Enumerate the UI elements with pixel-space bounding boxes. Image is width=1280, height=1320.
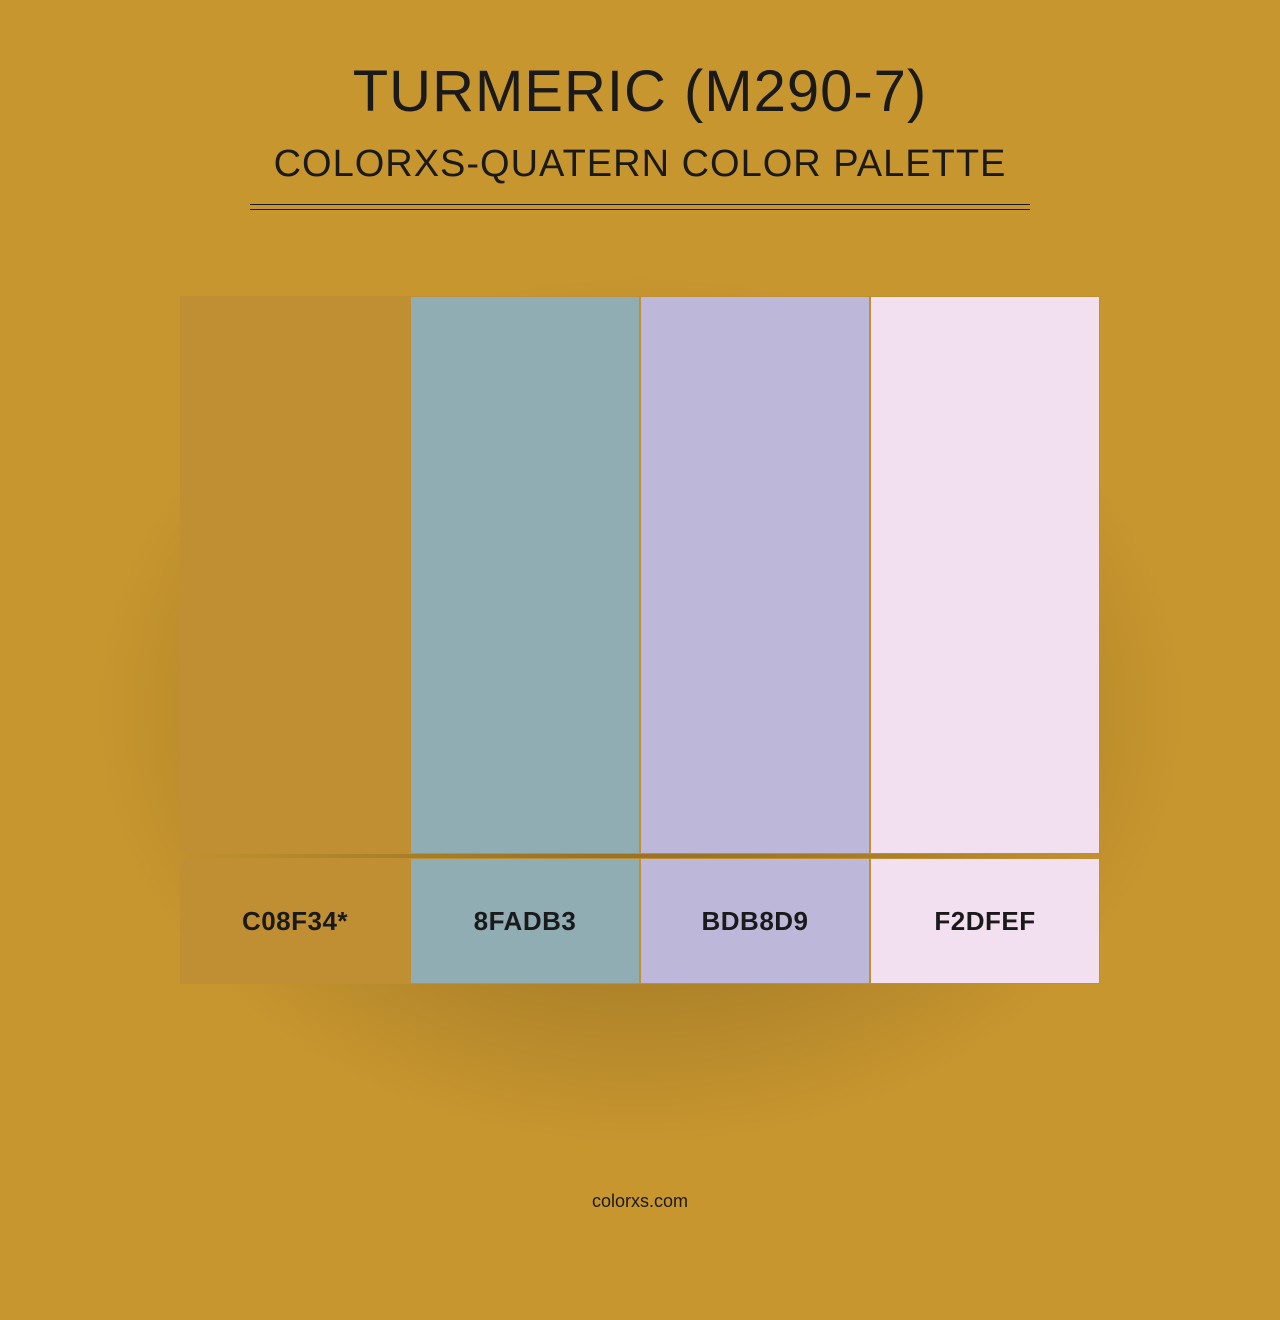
swatch-hex: F2DFEF xyxy=(934,906,1035,937)
page: TURMERIC (M290-7) COLORXS-QUATERN COLOR … xyxy=(0,0,1280,1320)
swatch-top xyxy=(640,296,870,854)
swatch-column: 8FADB3 xyxy=(410,296,640,984)
swatch-label: C08F34* xyxy=(180,858,410,984)
palette-subtitle: COLORXS-QUATERN COLOR PALETTE xyxy=(0,143,1280,186)
color-palette: C08F34* 8FADB3 BDB8D9 F2DFEF xyxy=(180,296,1100,984)
divider xyxy=(250,204,1030,210)
swatch-label: F2DFEF xyxy=(870,858,1100,984)
swatch-column: BDB8D9 xyxy=(640,296,870,984)
swatch-hex: BDB8D9 xyxy=(701,906,808,937)
footer-attribution: colorxs.com xyxy=(0,1191,1280,1212)
swatch-hex: C08F34* xyxy=(242,906,348,937)
swatch-top xyxy=(410,296,640,854)
swatch-column: C08F34* xyxy=(180,296,410,984)
swatch-label: BDB8D9 xyxy=(640,858,870,984)
swatch-hex: 8FADB3 xyxy=(474,906,577,937)
swatch-label: 8FADB3 xyxy=(410,858,640,984)
header: TURMERIC (M290-7) COLORXS-QUATERN COLOR … xyxy=(0,0,1280,210)
swatch-top xyxy=(180,296,410,854)
swatch-top xyxy=(870,296,1100,854)
swatch-column: F2DFEF xyxy=(870,296,1100,984)
palette-title: TURMERIC (M290-7) xyxy=(0,58,1280,125)
